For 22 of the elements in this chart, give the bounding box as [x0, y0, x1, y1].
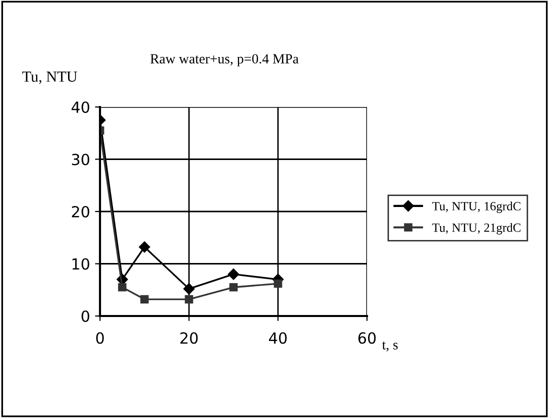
y-tick-label: 40 [72, 101, 90, 114]
x-tick-label: 0 [96, 332, 104, 344]
point [184, 295, 194, 304]
x-tick-label: 60 [358, 332, 376, 344]
point [274, 279, 282, 288]
point [138, 241, 150, 253]
x-axis-title: t, s [382, 342, 398, 352]
chart-title: Raw water+us, p=0.4 MPa [150, 54, 299, 66]
y-tick-label: 0 [82, 310, 90, 322]
point [183, 283, 195, 294]
point [118, 283, 126, 292]
y-tick-label: 30 [72, 154, 90, 166]
point [140, 295, 149, 304]
legend-label: Tu, NTU, 21grdC [432, 223, 520, 234]
point [229, 283, 238, 292]
point [228, 268, 240, 280]
legend-label: Tu, NTU, 16grdC [432, 202, 520, 213]
y-tick-label: 10 [72, 258, 90, 270]
x-tick-label: 40 [269, 332, 287, 344]
y-tick-label: 20 [72, 206, 90, 218]
y-axis-title: Tu, NTU [22, 72, 78, 84]
x-tick-label: 20 [180, 332, 198, 344]
